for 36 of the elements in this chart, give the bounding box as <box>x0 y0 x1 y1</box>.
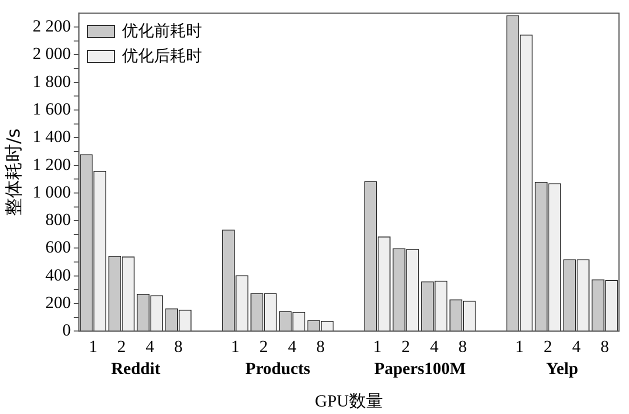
text: Papers100M <box>374 359 466 378</box>
x-tick-label: 1 <box>88 336 98 356</box>
x-tick-label: 1 <box>230 336 240 356</box>
y-axis-title: 整体耗时/s <box>3 128 24 216</box>
legend-label: 优化前耗时 <box>122 20 202 42</box>
y-tick-label: 2 000 <box>32 44 71 64</box>
x-tick-label: 4 <box>288 336 297 356</box>
x-tick-label: 2 <box>544 336 552 356</box>
x-tick-label: 4 <box>572 336 582 356</box>
y-tick-label: 1 000 <box>32 182 71 202</box>
text: Products <box>245 359 311 378</box>
y-tick-label: 800 <box>45 210 71 230</box>
x-tick-label: 8 <box>174 336 183 356</box>
x-tick-label: 8 <box>458 336 467 356</box>
y-tick-label: 2 200 <box>32 16 71 36</box>
x-tick-label: 4 <box>146 336 155 356</box>
text: Reddit <box>111 359 161 378</box>
y-tick-label: 400 <box>45 265 71 284</box>
x-axis-title: GPU数量 <box>314 391 383 410</box>
x-tick-label: 2 <box>402 336 410 356</box>
text: 优化后耗时 <box>122 46 202 67</box>
text: Yelp <box>546 359 578 378</box>
x-tick-label: 8 <box>316 336 325 356</box>
x-tick-label: 1 <box>515 336 524 356</box>
x-tick-label: 2 <box>259 336 268 356</box>
y-tick-label: 1 800 <box>32 72 71 91</box>
y-tick-label: 200 <box>45 293 71 312</box>
y-tick-label: 1 600 <box>32 99 71 118</box>
x-tick-label: 2 <box>117 336 126 356</box>
x-tick-label: 8 <box>600 336 610 356</box>
y-tick-label: 1 400 <box>32 127 71 146</box>
x-tick-label: 4 <box>430 336 439 356</box>
x-tick-label: 1 <box>373 336 382 356</box>
y-tick-label: 0 <box>62 320 71 340</box>
y-tick-label: 600 <box>45 238 71 257</box>
y-tick-label: 1 200 <box>32 154 71 174</box>
